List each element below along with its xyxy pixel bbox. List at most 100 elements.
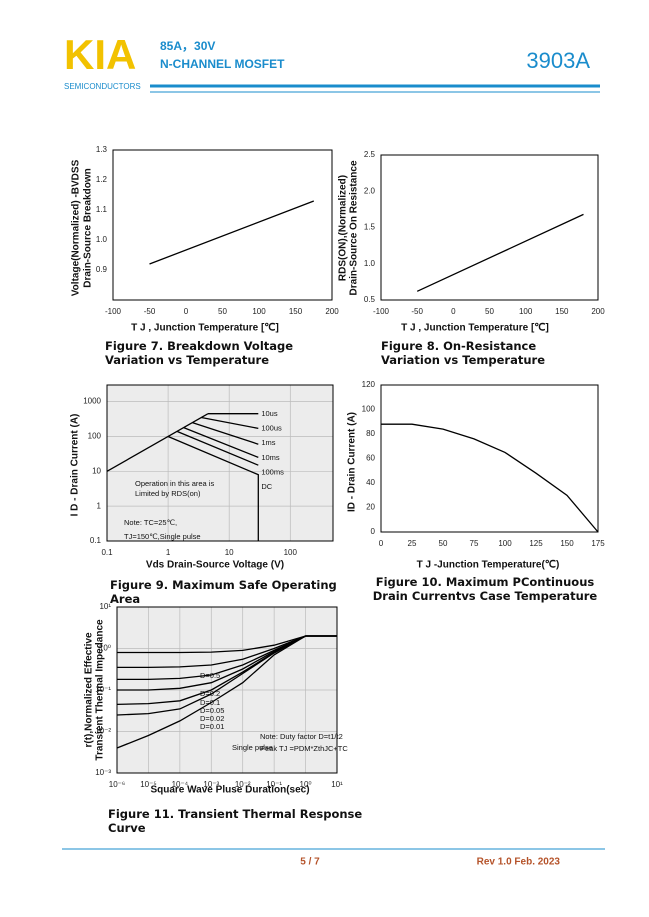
y-tick-label: 1000 bbox=[83, 397, 101, 406]
y-tick-label: 10⁰ bbox=[99, 644, 111, 653]
x-tick-label: 0 bbox=[184, 307, 189, 316]
plot-frame bbox=[106, 384, 334, 542]
x-tick-label: 175 bbox=[591, 539, 605, 548]
annotation: Operation in this area is bbox=[135, 479, 214, 488]
y-tick-label: 1.1 bbox=[96, 205, 108, 214]
y-axis-label: r(t),Normalized Effective bbox=[84, 632, 95, 747]
data-line bbox=[149, 200, 315, 265]
y-tick-label: 1.2 bbox=[96, 175, 108, 184]
rating: 85A，30V bbox=[160, 39, 215, 53]
x-tick-label: 10⁻¹ bbox=[266, 780, 282, 789]
description: N-CHANNEL MOSFET bbox=[160, 57, 285, 71]
logo-subtitle: SEMICONDUCTORS bbox=[64, 82, 141, 91]
annotation: Note: TC=25℃, bbox=[124, 518, 177, 527]
series-label: 10ms bbox=[261, 453, 280, 462]
x-tick-label: 125 bbox=[529, 539, 543, 548]
y-tick-label: 1 bbox=[97, 501, 102, 510]
x-tick-label: 1 bbox=[166, 548, 171, 557]
data-line bbox=[116, 635, 337, 749]
series-label: DC bbox=[261, 482, 272, 491]
y-tick-label: 0.5 bbox=[364, 295, 376, 304]
y-tick-label: 0.9 bbox=[96, 265, 108, 274]
series-label: D=0.02 bbox=[200, 714, 224, 723]
x-tick-label: 10⁻⁴ bbox=[172, 780, 189, 789]
annotation: Note: Duty factor D=t1/t2 bbox=[260, 732, 343, 741]
y-tick-label: 1.3 bbox=[96, 145, 108, 154]
series-label: 1ms bbox=[261, 438, 275, 447]
y-axis-label: Voltage(Normalized) -BVDSS bbox=[71, 159, 82, 296]
y-tick-label: 40 bbox=[366, 478, 375, 487]
annotation: TJ=150℃,Single pulse bbox=[124, 532, 201, 541]
y-tick-label: 10⁻³ bbox=[95, 768, 111, 777]
x-axis-label: T J , Junction Temperature [℃] bbox=[131, 323, 279, 334]
x-tick-label: -100 bbox=[105, 307, 122, 316]
x-tick-label: 0.1 bbox=[101, 548, 113, 557]
x-tick-label: 100 bbox=[519, 307, 533, 316]
figure-caption: Figure 11. Transient Thermal Response Cu… bbox=[108, 807, 363, 835]
data-line bbox=[167, 435, 259, 541]
y-tick-label: 2.5 bbox=[364, 150, 376, 159]
x-tick-label: 100 bbox=[284, 548, 298, 557]
series-label: 100ms bbox=[261, 467, 284, 476]
y-axis-label: RDS(ON),(Normalized) bbox=[338, 175, 349, 281]
y-tick-label: 1.0 bbox=[96, 235, 108, 244]
y-tick-label: 100 bbox=[362, 405, 376, 414]
annotation: Limited by RDS(on) bbox=[135, 489, 201, 498]
figure-caption: Figure 8. On-Resistance Variation vs Tem… bbox=[381, 339, 545, 367]
series-label: D=0.05 bbox=[200, 706, 224, 715]
x-tick-label: 100 bbox=[252, 307, 266, 316]
y-tick-label: 2.0 bbox=[364, 186, 376, 195]
y-axis-label: I D - Drain Current (A) bbox=[70, 414, 81, 517]
series-label: D=0.01 bbox=[200, 722, 224, 731]
series-label: Single pulse bbox=[232, 743, 273, 752]
figure-caption: Figure 9. Maximum Safe Operating Area bbox=[110, 578, 337, 606]
y-tick-label: 10 bbox=[92, 466, 101, 475]
figure-caption: Figure 10. Maximum PContinuous Drain Cur… bbox=[372, 575, 598, 603]
x-axis-label: Vds Drain-Source Voltage (V) bbox=[146, 560, 284, 571]
data-line bbox=[106, 413, 209, 472]
part-number: 3903A bbox=[526, 48, 590, 73]
data-line bbox=[192, 421, 259, 445]
x-tick-label: 50 bbox=[439, 539, 448, 548]
series-label: 10us bbox=[261, 409, 278, 418]
figure-caption: Figure 7. Breakdown Voltage Variation vs… bbox=[105, 339, 294, 367]
y-tick-label: 60 bbox=[366, 454, 375, 463]
x-tick-label: 0 bbox=[379, 539, 384, 548]
data-line bbox=[183, 426, 259, 459]
x-tick-label: 10⁻⁶ bbox=[109, 780, 125, 789]
x-tick-label: 10 bbox=[225, 548, 234, 557]
x-tick-label: 100 bbox=[498, 539, 512, 548]
y-tick-label: 10⁻² bbox=[95, 727, 111, 736]
series-label: 100us bbox=[261, 424, 282, 433]
x-tick-label: 50 bbox=[218, 307, 227, 316]
y-tick-label: 10¹ bbox=[99, 602, 111, 611]
x-tick-label: 200 bbox=[325, 307, 339, 316]
y-tick-label: 0.1 bbox=[90, 536, 102, 545]
y-tick-label: 80 bbox=[366, 429, 375, 438]
x-tick-label: 10¹ bbox=[331, 780, 343, 789]
data-line bbox=[416, 213, 584, 292]
y-tick-label: 120 bbox=[362, 380, 376, 389]
x-tick-label: 50 bbox=[485, 307, 494, 316]
y-tick-label: 100 bbox=[88, 432, 102, 441]
y-tick-label: 20 bbox=[366, 503, 375, 512]
y-axis-label: Drain-Source Breakdown bbox=[83, 168, 94, 287]
x-tick-label: 150 bbox=[560, 539, 574, 548]
y-axis-label: Drain-Source On Resistance bbox=[349, 160, 360, 295]
logo: KIA bbox=[64, 31, 136, 78]
x-tick-label: 10⁻² bbox=[235, 780, 251, 789]
plot-frame bbox=[380, 154, 599, 301]
x-tick-label: 200 bbox=[591, 307, 605, 316]
x-tick-label: 10⁻³ bbox=[203, 780, 219, 789]
plot-background bbox=[107, 385, 333, 541]
x-tick-label: 25 bbox=[408, 539, 417, 548]
plot-frame bbox=[112, 149, 333, 301]
x-tick-label: 150 bbox=[555, 307, 569, 316]
x-axis-label: Square Wave Pluse Duration(sec) bbox=[150, 785, 309, 796]
page-number: 5 / 7 bbox=[300, 857, 320, 868]
y-axis-label: Transient Thermal Impedance bbox=[95, 619, 106, 761]
x-tick-label: -50 bbox=[144, 307, 156, 316]
x-tick-label: 0 bbox=[451, 307, 456, 316]
